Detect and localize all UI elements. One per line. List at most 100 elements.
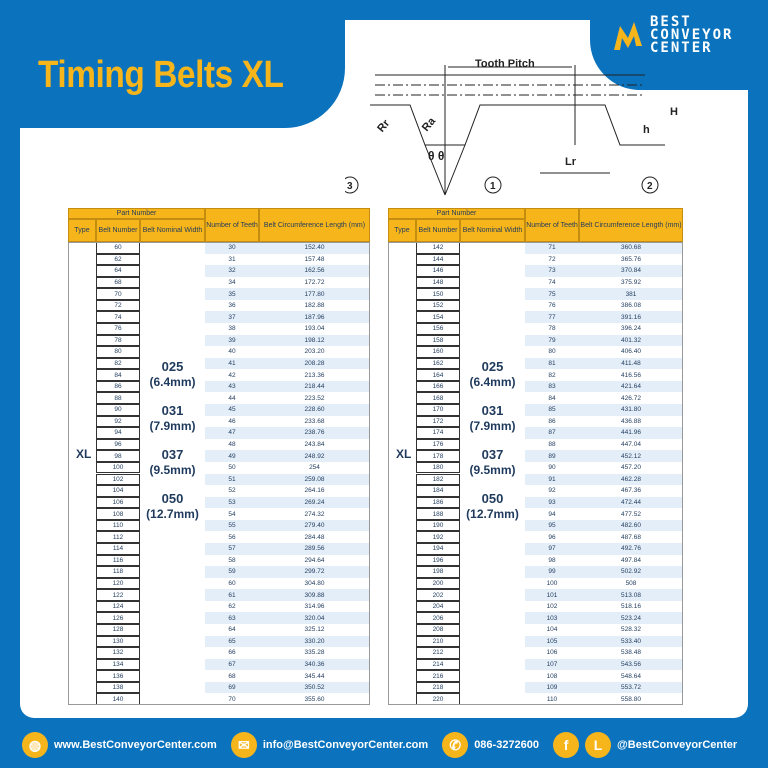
teeth-cell: 93 bbox=[525, 496, 579, 509]
length-cell: 370.84 bbox=[579, 265, 683, 277]
teeth-cell: 71 bbox=[525, 242, 579, 254]
belt-number-cell: 168 bbox=[416, 392, 460, 405]
belt-number-cell: 82 bbox=[96, 357, 140, 370]
teeth-cell: 45 bbox=[205, 404, 259, 416]
length-cell: 172.72 bbox=[259, 276, 370, 289]
teeth-cell: 57 bbox=[205, 542, 259, 555]
belt-number-cell: 136 bbox=[96, 670, 140, 682]
length-cell: 523.24 bbox=[579, 612, 683, 624]
belt-number-cell: 80 bbox=[96, 346, 140, 358]
header-nominal-width: Belt Nominal Width bbox=[140, 219, 205, 242]
belt-number-cell: 78 bbox=[96, 334, 140, 347]
belt-number-cell: 128 bbox=[96, 623, 140, 636]
line-icon[interactable]: L bbox=[585, 732, 612, 758]
facebook-icon[interactable]: f bbox=[553, 732, 580, 758]
length-cell: 436.88 bbox=[579, 415, 683, 428]
teeth-cell: 92 bbox=[525, 485, 579, 497]
teeth-cell: 85 bbox=[525, 404, 579, 416]
belt-number-cell: 196 bbox=[416, 554, 460, 567]
belt-number-cell: 120 bbox=[96, 577, 140, 590]
belt-number-cell: 62 bbox=[96, 253, 140, 266]
logo-text-2: CONVEYOR bbox=[650, 27, 734, 43]
length-cell: 431.80 bbox=[579, 404, 683, 416]
belt-number-cell: 172 bbox=[416, 415, 460, 428]
table-frame bbox=[68, 242, 370, 705]
width-mm: (7.9mm) bbox=[469, 419, 516, 433]
teeth-cell: 53 bbox=[205, 496, 259, 509]
belt-number-cell: 170 bbox=[416, 404, 460, 416]
length-cell: 162.56 bbox=[259, 265, 370, 277]
callout-1: 1 bbox=[490, 181, 496, 192]
social-handle: @BestConveyorCenter bbox=[617, 739, 738, 751]
length-cell: 294.64 bbox=[259, 554, 370, 567]
belt-number-cell: 114 bbox=[96, 542, 140, 555]
belt-number-cell: 158 bbox=[416, 334, 460, 347]
length-cell: 325.12 bbox=[259, 623, 370, 636]
belt-number-cell: 208 bbox=[416, 623, 460, 636]
length-cell: 426.72 bbox=[579, 392, 683, 405]
length-cell: 208.28 bbox=[259, 357, 370, 370]
length-cell: 467.36 bbox=[579, 485, 683, 497]
length-cell: 508 bbox=[579, 577, 683, 590]
theta-label: θ θ bbox=[428, 149, 444, 163]
teeth-cell: 79 bbox=[525, 334, 579, 347]
header-part-number: Part Number bbox=[68, 208, 205, 219]
belt-number-cell: 176 bbox=[416, 438, 460, 451]
teeth-cell: 43 bbox=[205, 380, 259, 393]
length-cell: 416.56 bbox=[579, 369, 683, 381]
belt-number-cell: 100 bbox=[96, 461, 140, 474]
belt-number-cell: 126 bbox=[96, 612, 140, 624]
teeth-cell: 50 bbox=[205, 461, 259, 474]
length-cell: 543.56 bbox=[579, 658, 683, 671]
belt-number-cell: 182 bbox=[416, 473, 460, 486]
length-cell: 248.92 bbox=[259, 450, 370, 462]
length-cell: 391.16 bbox=[579, 311, 683, 323]
header-teeth: Number of Teeth bbox=[205, 208, 259, 242]
teeth-cell: 51 bbox=[205, 473, 259, 486]
length-cell: 421.64 bbox=[579, 380, 683, 393]
teeth-cell: 61 bbox=[205, 589, 259, 601]
globe-icon: ◍ bbox=[22, 732, 48, 758]
belt-number-cell: 200 bbox=[416, 577, 460, 590]
length-cell: 558.80 bbox=[579, 693, 683, 705]
teeth-cell: 75 bbox=[525, 288, 579, 300]
belt-number-cell: 84 bbox=[96, 369, 140, 381]
belt-number-cell: 102 bbox=[96, 473, 140, 486]
footer: ◍ www.BestConveyorCenter.com ✉ info@Best… bbox=[0, 730, 768, 760]
length-cell: 340.36 bbox=[259, 658, 370, 671]
website-link[interactable]: www.BestConveyorCenter.com bbox=[54, 739, 217, 751]
teeth-cell: 81 bbox=[525, 357, 579, 370]
belt-number-cell: 108 bbox=[96, 508, 140, 520]
belt-number-cell: 88 bbox=[96, 392, 140, 405]
belt-number-cell: 154 bbox=[416, 311, 460, 323]
length-cell: 193.04 bbox=[259, 323, 370, 335]
teeth-cell: 39 bbox=[205, 334, 259, 347]
teeth-cell: 97 bbox=[525, 542, 579, 555]
length-cell: 365.76 bbox=[579, 253, 683, 266]
teeth-cell: 36 bbox=[205, 299, 259, 312]
teeth-cell: 82 bbox=[525, 369, 579, 381]
teeth-cell: 86 bbox=[525, 415, 579, 428]
teeth-cell: 84 bbox=[525, 392, 579, 405]
length-cell: 182.88 bbox=[259, 299, 370, 312]
belt-number-cell: 166 bbox=[416, 380, 460, 393]
length-cell: 345.44 bbox=[259, 670, 370, 682]
belt-number-cell: 96 bbox=[96, 438, 140, 451]
width-mm: (6.4mm) bbox=[149, 375, 196, 389]
belt-number-cell: 186 bbox=[416, 496, 460, 509]
h-label: h bbox=[643, 124, 650, 136]
teeth-cell: 59 bbox=[205, 566, 259, 578]
teeth-cell: 68 bbox=[205, 670, 259, 682]
length-cell: 177.80 bbox=[259, 288, 370, 300]
length-cell: 472.44 bbox=[579, 496, 683, 509]
width-code: 025 bbox=[481, 359, 504, 374]
width-mm: (7.9mm) bbox=[149, 419, 196, 433]
teeth-cell: 103 bbox=[525, 612, 579, 624]
type-label: XL bbox=[76, 447, 92, 461]
email-link[interactable]: info@BestConveyorCenter.com bbox=[262, 739, 429, 751]
teeth-cell: 91 bbox=[525, 473, 579, 486]
teeth-cell: 77 bbox=[525, 311, 579, 323]
length-cell: 518.16 bbox=[579, 600, 683, 613]
teeth-cell: 54 bbox=[205, 508, 259, 520]
width-code: 025 bbox=[161, 359, 184, 374]
